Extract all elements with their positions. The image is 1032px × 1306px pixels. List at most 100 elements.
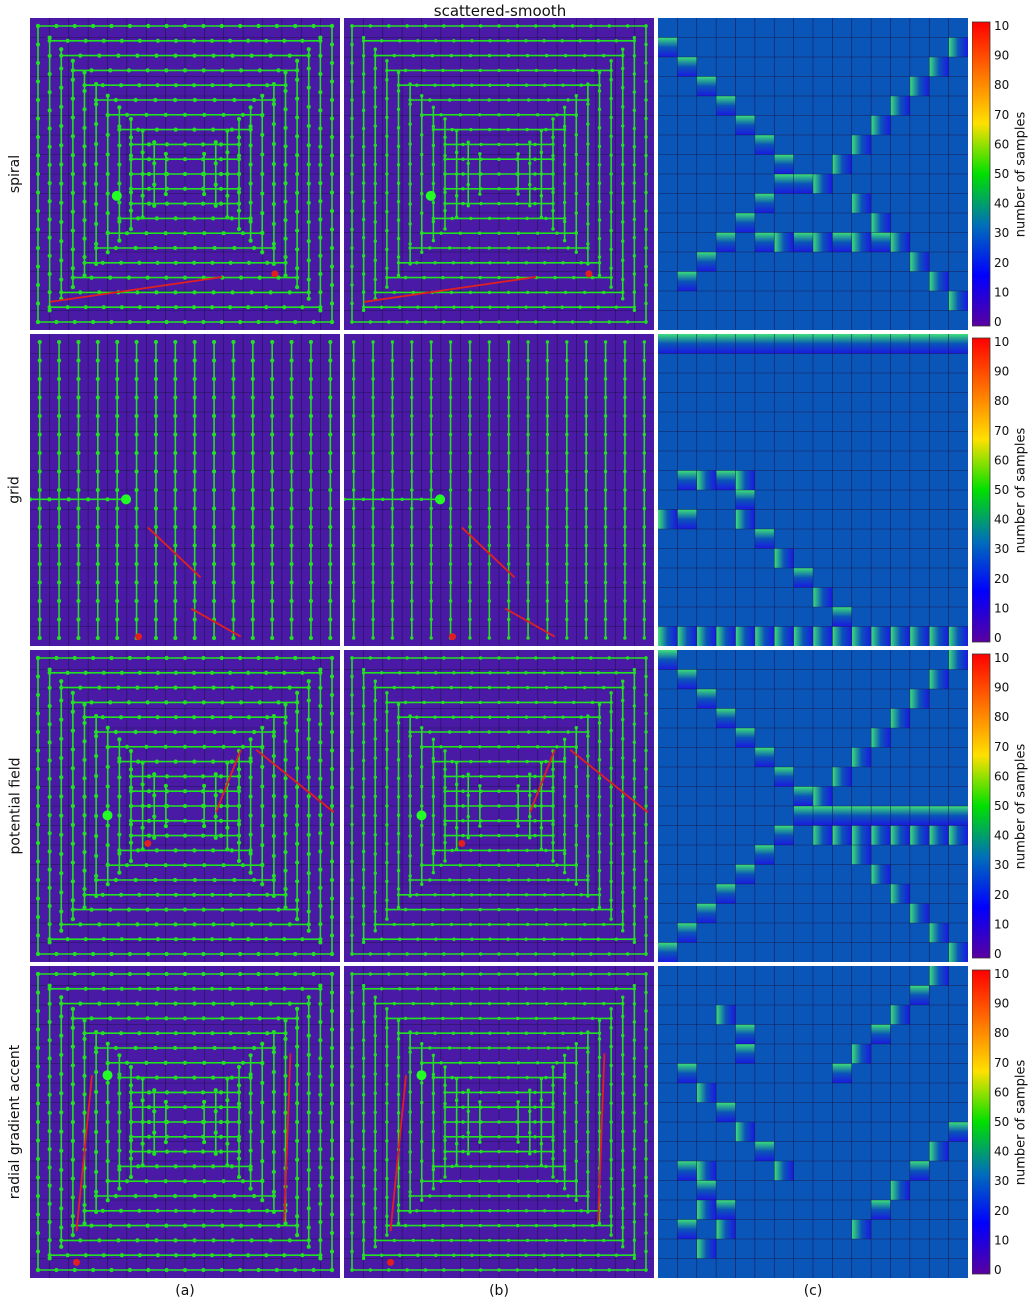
colorbar-tick-label: 20 <box>994 256 1009 270</box>
waypoint <box>385 266 389 270</box>
waypoint <box>396 163 401 167</box>
waypoint <box>70 247 75 252</box>
waypoint <box>153 432 159 437</box>
jump-segment <box>75 1075 93 1232</box>
waypoint <box>202 171 207 177</box>
waypoint <box>163 744 168 749</box>
jump-segments <box>215 749 335 813</box>
waypoint <box>115 469 120 474</box>
waypoint <box>95 469 100 474</box>
waypoint <box>56 635 62 641</box>
waypoint <box>318 217 323 222</box>
waypoint <box>534 1016 539 1021</box>
waypoint <box>497 1223 501 1228</box>
waypoint <box>260 152 265 157</box>
waypoint <box>632 1002 637 1006</box>
waypoint <box>329 1082 335 1088</box>
waypoint <box>443 804 447 808</box>
waypoint <box>201 23 206 29</box>
waypoint <box>83 38 88 43</box>
waypoint <box>134 487 139 493</box>
waypoint <box>47 867 52 872</box>
waypoint <box>76 487 81 493</box>
waypoint <box>154 127 159 132</box>
waypoint <box>35 1045 41 1051</box>
waypoint <box>371 580 375 585</box>
waypoint <box>200 1149 206 1154</box>
colorbar-tick-label: 80 <box>994 1026 1009 1040</box>
waypoint <box>535 745 540 749</box>
waypoint <box>246 38 251 43</box>
start-marker <box>121 494 132 505</box>
waypoint <box>478 1120 482 1124</box>
heatmap-cell <box>871 213 891 233</box>
waypoint <box>37 358 42 363</box>
waypoint <box>479 1090 483 1095</box>
waypoint <box>76 543 81 548</box>
waypoint <box>283 254 288 260</box>
waypoint <box>350 79 354 84</box>
waypoint <box>202 1119 207 1125</box>
heatmap-cell <box>658 334 678 354</box>
waypoint <box>124 112 130 117</box>
waypoint <box>506 617 511 622</box>
waypoint <box>539 128 544 133</box>
waypoint <box>283 1018 288 1023</box>
waypoint <box>574 250 578 254</box>
waypoint <box>644 859 648 864</box>
waypoint <box>579 261 583 265</box>
waypoint <box>497 113 501 117</box>
waypoint <box>466 1152 470 1156</box>
waypoint <box>644 320 648 324</box>
waypoint <box>211 1164 216 1169</box>
waypoint <box>318 144 323 149</box>
waypoint <box>411 290 416 295</box>
waypoint <box>192 506 197 511</box>
colorbar-tick-label: 20 <box>994 1204 1009 1218</box>
waypoint <box>468 1001 473 1006</box>
waypoint <box>295 77 300 82</box>
waypoint <box>89 907 94 912</box>
waypoint <box>361 1129 366 1133</box>
waypoint <box>308 395 314 400</box>
colorbar-gradient <box>971 337 991 643</box>
heatmap-cell <box>774 1161 794 1181</box>
waypoint <box>306 258 311 263</box>
waypoint <box>574 882 578 886</box>
waypoint <box>268 290 273 295</box>
waypoint <box>602 1001 606 1006</box>
waypoint <box>128 1101 134 1106</box>
waypoint <box>146 1149 152 1154</box>
waypoint <box>584 414 588 418</box>
waypoint <box>528 1088 532 1092</box>
waypoint <box>506 1209 510 1213</box>
waypoint <box>516 745 521 749</box>
waypoint <box>525 127 529 132</box>
waypoint <box>423 952 428 956</box>
waypoint <box>70 77 75 82</box>
waypoint <box>328 506 333 511</box>
waypoint <box>192 376 197 382</box>
waypoint <box>246 260 252 265</box>
waypoint <box>100 260 105 265</box>
waypoint <box>410 358 414 363</box>
waypoint <box>545 543 550 548</box>
waypoint <box>632 795 637 799</box>
waypoint <box>566 730 570 734</box>
waypoint <box>173 1045 178 1051</box>
waypoint <box>128 153 134 158</box>
waypoint <box>282 986 287 991</box>
waypoint <box>72 655 77 661</box>
heatmap-cell <box>948 942 968 962</box>
waypoint <box>126 907 132 912</box>
waypoint <box>551 840 555 845</box>
waypoint <box>117 737 122 742</box>
waypoint <box>306 47 311 52</box>
waypoint <box>351 543 356 548</box>
waypoint <box>124 1179 130 1184</box>
waypoint <box>329 896 335 901</box>
grid-lines <box>658 18 968 330</box>
heatmap-cell <box>813 825 833 845</box>
waypoint <box>468 922 473 927</box>
waypoint <box>373 813 377 818</box>
